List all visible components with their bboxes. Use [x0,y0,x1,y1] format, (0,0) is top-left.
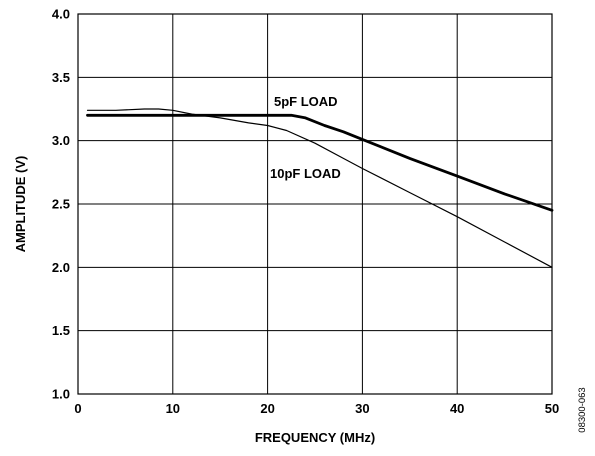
x-tick-label: 50 [545,401,559,416]
y-tick-label: 1.0 [52,387,70,402]
figure-code: 08300-063 [577,387,588,432]
y-tick-label: 3.5 [52,70,70,85]
y-tick-label: 2.5 [52,197,70,212]
x-tick-label: 0 [74,401,81,416]
y-tick-label: 1.5 [52,323,70,338]
y-tick-label: 2.0 [52,260,70,275]
series-label-10pf-load: 10pF LOAD [270,166,341,181]
y-tick-label: 3.0 [52,133,70,148]
x-tick-label: 30 [355,401,369,416]
y-tick-label: 4.0 [52,7,70,22]
series-line-5pf-load [86,113,554,212]
series-line-10pf-load [86,108,553,268]
grid [77,13,553,395]
tick-labels: 0 10 20 30 40 50 1.0 1.5 2.0 2.5 3.0 3.5 4.0 [52,7,559,417]
series-layer [86,108,554,268]
x-tick-label: 10 [166,401,180,416]
x-axis-label: FREQUENCY (MHz) [255,430,375,445]
series-label-5pf-load: 5pF LOAD [274,94,338,109]
x-tick-label: 40 [450,401,464,416]
y-axis-label: AMPLITUDE (V) [13,156,28,253]
plot-frame [77,13,553,395]
x-tick-label: 20 [260,401,274,416]
